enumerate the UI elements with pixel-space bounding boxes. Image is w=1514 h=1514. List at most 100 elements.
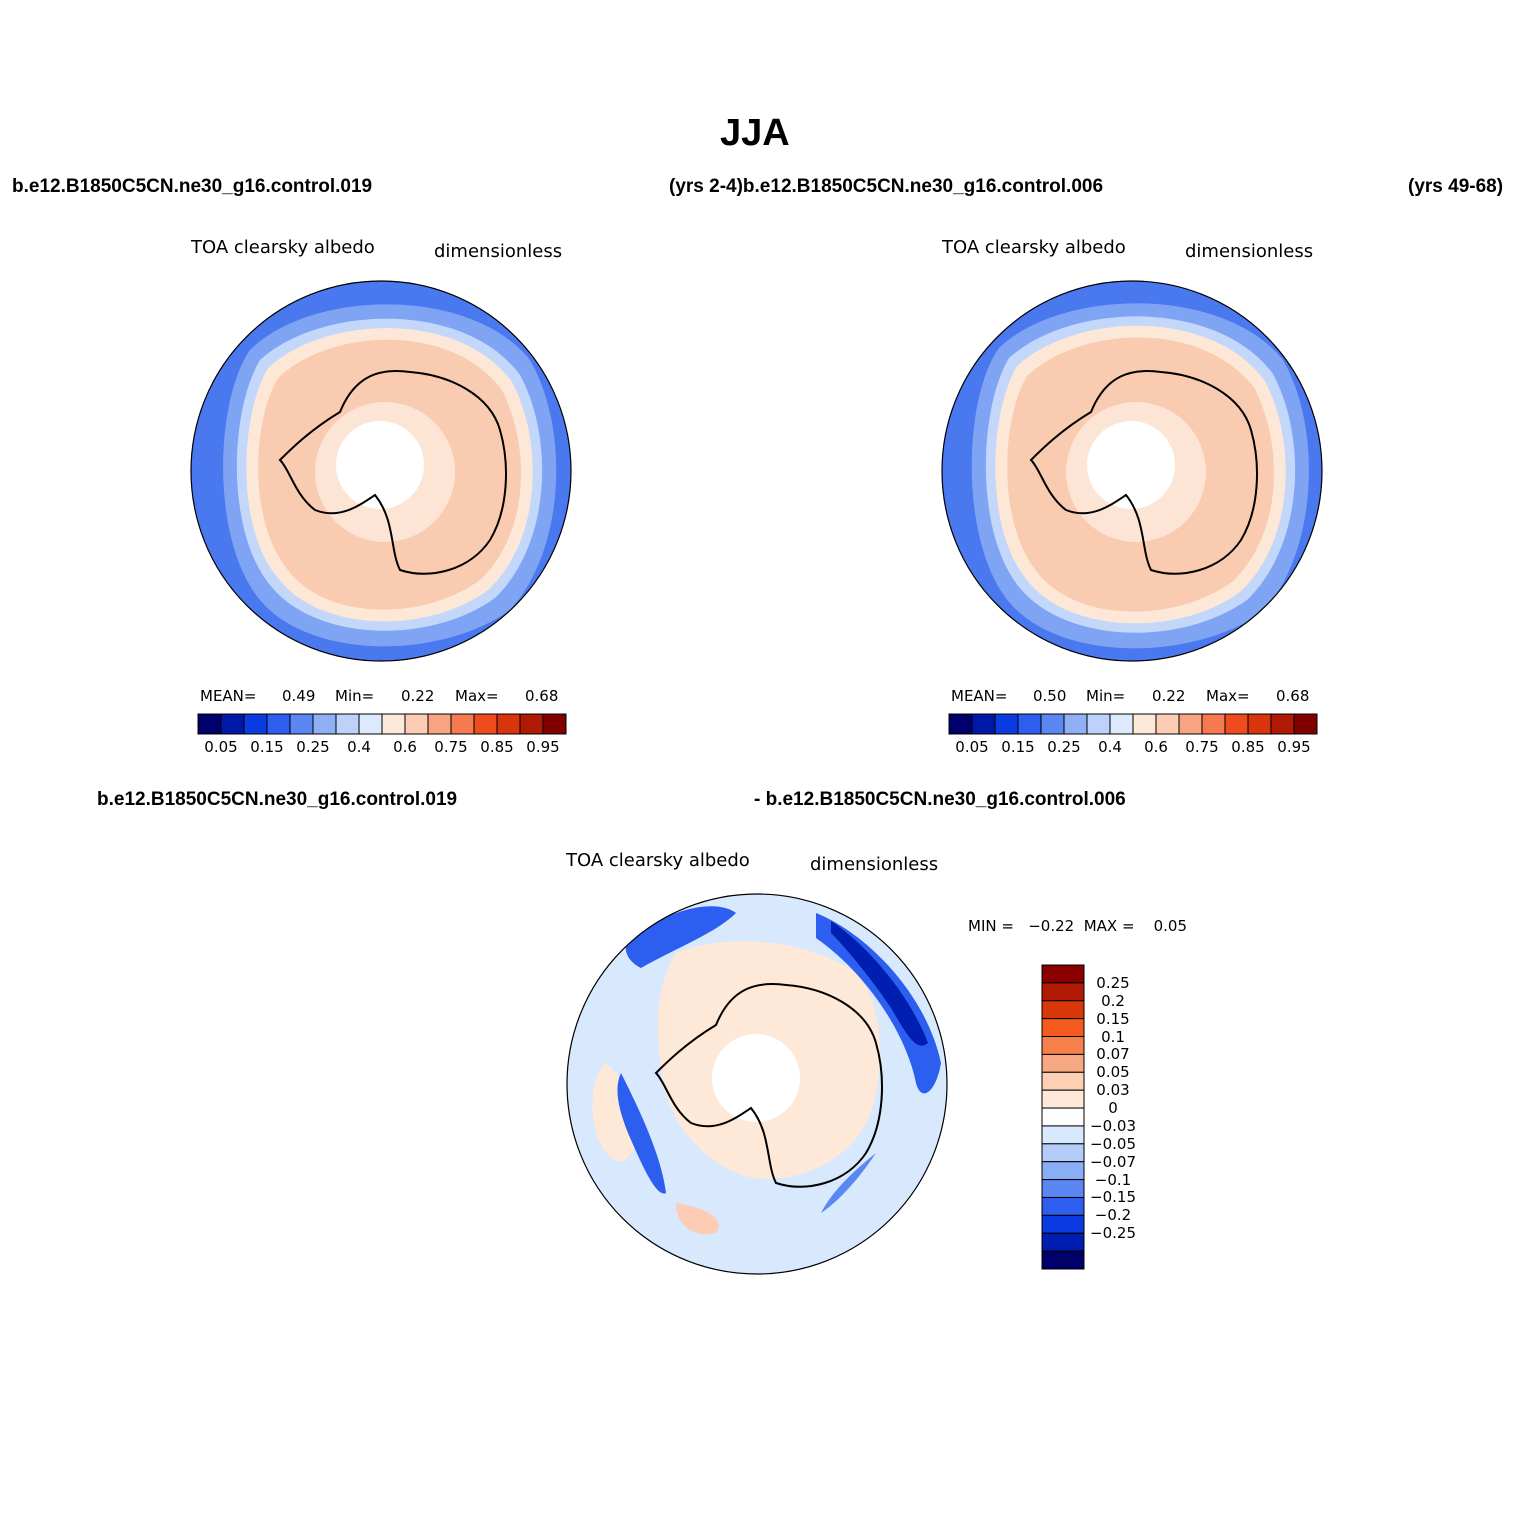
colorbar-swatch bbox=[335, 713, 360, 735]
colorbar-tick-label: 0.25 bbox=[1096, 973, 1130, 992]
colorbar-swatch bbox=[948, 713, 973, 735]
colorbar-tick-label: 0.15 bbox=[250, 738, 284, 756]
panel2-min-label: Min= bbox=[1086, 687, 1126, 705]
colorbar-swatch bbox=[197, 713, 222, 735]
colorbar-swatch bbox=[266, 713, 291, 735]
panel2-min-value: 0.22 bbox=[1152, 687, 1186, 705]
diff-negative-lowright bbox=[821, 1153, 876, 1213]
colorbar-panel-2 bbox=[948, 713, 1318, 735]
colorbar-swatch bbox=[1063, 713, 1088, 735]
colorbar-tick-label: 0.1 bbox=[1101, 1027, 1125, 1046]
colorbar-tick-label: 0.03 bbox=[1096, 1081, 1130, 1100]
colorbar-swatch bbox=[1041, 964, 1085, 984]
colorbar-swatch bbox=[1178, 713, 1203, 735]
panel3-units-label: dimensionless bbox=[810, 854, 939, 875]
colorbar-swatch bbox=[1155, 713, 1180, 735]
colorbar-tick-label: −0.1 bbox=[1094, 1170, 1132, 1189]
colorbar-swatch bbox=[1041, 1161, 1085, 1181]
colorbar-tick-label: −0.25 bbox=[1090, 1224, 1136, 1243]
header-mid-bottom: - b.e12.B1850C5CN.ne30_g16.control.006 bbox=[754, 789, 1126, 810]
colorbar-tick-label: −0.2 bbox=[1094, 1206, 1132, 1225]
antarctica-coastline bbox=[278, 370, 507, 575]
panel2-variable-label: TOA clearsky albedo bbox=[942, 237, 1126, 258]
panel2-units-label: dimensionless bbox=[1185, 241, 1314, 262]
colorbar-tick-label: 0.4 bbox=[1098, 738, 1122, 756]
colorbar-tick-label: 0.25 bbox=[1047, 738, 1081, 756]
panel1-units-label: dimensionless bbox=[434, 241, 563, 262]
colorbar-swatch bbox=[1041, 1232, 1085, 1252]
colorbar-swatch bbox=[381, 713, 406, 735]
panel1-max-value: 0.68 bbox=[525, 687, 559, 705]
colorbar-swatch bbox=[312, 713, 337, 735]
colorbar-tick-label: 0.85 bbox=[480, 738, 514, 756]
colorbar-swatch bbox=[289, 713, 314, 735]
figure-title: JJA bbox=[720, 112, 790, 154]
colorbar-swatch bbox=[1041, 1179, 1085, 1198]
colorbar-tick-label: 0.05 bbox=[1096, 1063, 1130, 1082]
colorbar-swatch bbox=[1086, 713, 1111, 735]
diff-positive-bottom bbox=[676, 1203, 719, 1235]
diff-negative-top bbox=[625, 906, 736, 968]
colorbar-swatch bbox=[1040, 713, 1065, 735]
diff-negative-left bbox=[617, 1073, 666, 1194]
map-panel-3 bbox=[566, 893, 948, 1275]
colorbar-swatch bbox=[1041, 1071, 1085, 1091]
colorbar-swatch bbox=[1201, 713, 1226, 735]
panel1-min-value: 0.22 bbox=[401, 687, 435, 705]
colorbar-tick-label: 0.25 bbox=[296, 738, 330, 756]
colorbar-swatch bbox=[1041, 1053, 1085, 1073]
panel3-variable-label: TOA clearsky albedo bbox=[566, 850, 750, 871]
colorbar-tick-label: 0.75 bbox=[434, 738, 468, 756]
header-right-top: (yrs 49-68) bbox=[1408, 176, 1504, 197]
colorbar-swatch bbox=[1041, 1036, 1085, 1055]
panel3-minmax-label: MIN = −0.22 MAX = 0.05 bbox=[968, 917, 1188, 935]
colorbar-tick-label: 0.85 bbox=[1231, 738, 1265, 756]
colorbar-tick-label: 0.07 bbox=[1096, 1045, 1130, 1064]
header-left-bottom: b.e12.B1850C5CN.ne30_g16.control.019 bbox=[97, 789, 458, 810]
colorbar-swatch bbox=[404, 713, 429, 735]
colorbar-tick-label: 0.4 bbox=[347, 738, 371, 756]
colorbar-swatch bbox=[1041, 1214, 1085, 1234]
colorbar-tick-label: −0.15 bbox=[1090, 1188, 1136, 1207]
colorbar-swatch bbox=[971, 713, 996, 735]
colorbar-tick-label: 0.15 bbox=[1001, 738, 1035, 756]
panel1-max-label: Max= bbox=[455, 687, 499, 705]
colorbar-swatch bbox=[1041, 982, 1085, 1002]
colorbar-swatch bbox=[1041, 1089, 1085, 1109]
colorbar-swatch bbox=[1041, 1018, 1085, 1038]
colorbar-swatch bbox=[519, 713, 544, 735]
polar-hole bbox=[336, 421, 424, 509]
colorbar-swatch bbox=[1041, 1125, 1085, 1145]
colorbar-tick-label: 0.6 bbox=[1144, 738, 1168, 756]
panel1-mean-value: 0.49 bbox=[282, 687, 316, 705]
colorbar-swatch bbox=[473, 713, 498, 735]
colorbar-swatch bbox=[1293, 713, 1318, 735]
header-left-top: b.e12.B1850C5CN.ne30_g16.control.019 bbox=[12, 176, 373, 197]
colorbar-panel-3 bbox=[1041, 964, 1085, 1270]
panel1-min-label: Min= bbox=[335, 687, 375, 705]
colorbar-swatch bbox=[1132, 713, 1157, 735]
colorbar-swatch bbox=[427, 713, 452, 735]
colorbar-swatch bbox=[1041, 1250, 1085, 1270]
polar-hole bbox=[1087, 421, 1175, 509]
antarctica-coastline bbox=[654, 983, 883, 1188]
colorbar-swatch bbox=[496, 713, 521, 735]
panel2-max-label: Max= bbox=[1206, 687, 1250, 705]
colorbar-swatch bbox=[1041, 1143, 1085, 1163]
colorbar-swatch bbox=[1270, 713, 1295, 735]
colorbar-swatch bbox=[1109, 713, 1134, 735]
antarctica-coastline bbox=[1029, 370, 1258, 575]
colorbar-tick-label: 0.75 bbox=[1185, 738, 1219, 756]
colorbar-tick-label: −0.07 bbox=[1090, 1152, 1136, 1171]
colorbar-swatch bbox=[1247, 713, 1272, 735]
colorbar-swatch bbox=[243, 713, 268, 735]
colorbar-swatch bbox=[1041, 1107, 1085, 1127]
diff-negative-right bbox=[816, 913, 941, 1094]
colorbar-panel-1 bbox=[197, 713, 567, 735]
colorbar-swatch bbox=[542, 713, 567, 735]
colorbar-tick-label: 0.95 bbox=[526, 738, 560, 756]
diff-negative-right-core bbox=[831, 921, 928, 1046]
colorbar-swatch bbox=[994, 713, 1019, 735]
colorbar-swatch bbox=[450, 713, 475, 735]
colorbar-tick-label: 0.15 bbox=[1096, 1009, 1130, 1028]
